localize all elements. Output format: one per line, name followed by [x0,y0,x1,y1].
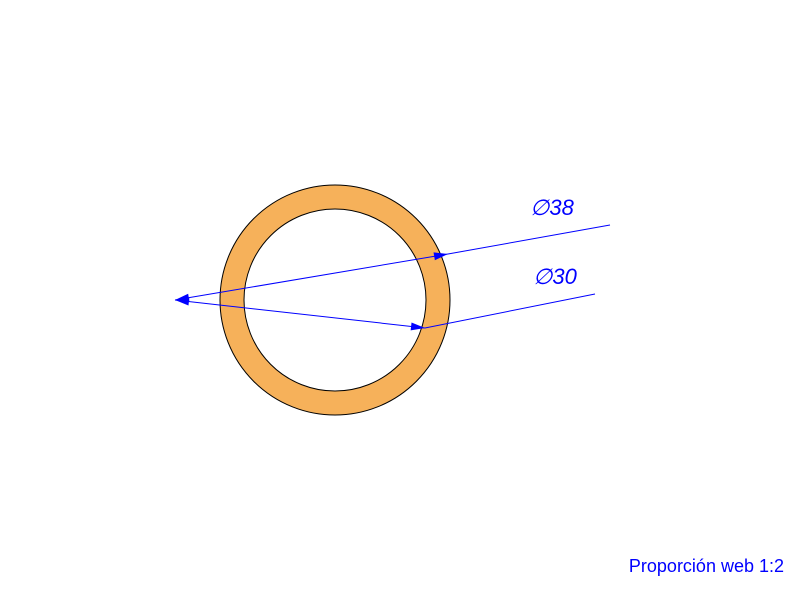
dimension-outer-label: ∅38 [530,195,574,220]
dimension-inner-label: ∅30 [533,264,577,289]
scale-note: Proporción web 1:2 [629,556,784,576]
canvas-background [0,0,800,600]
